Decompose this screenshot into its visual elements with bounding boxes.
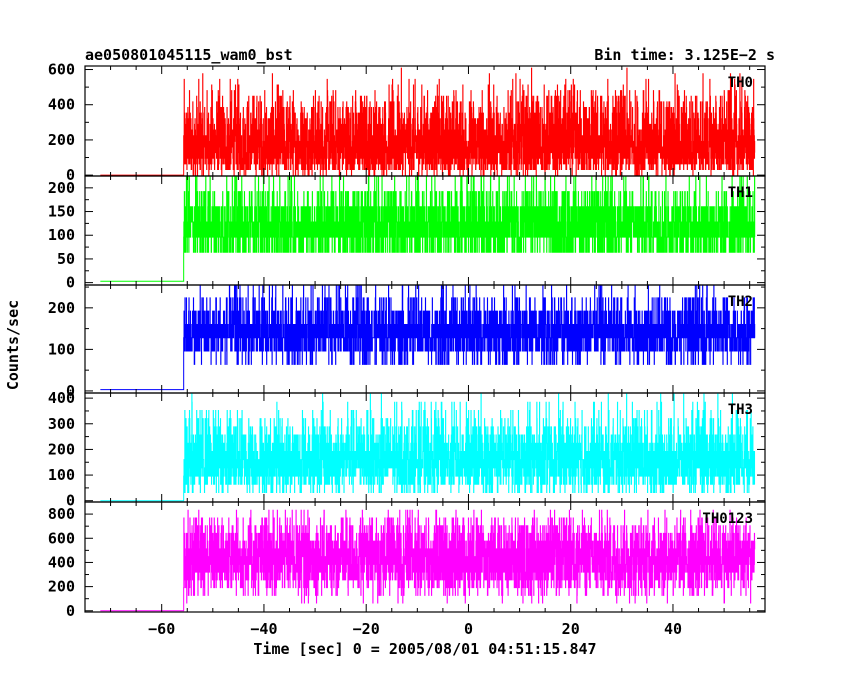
y-tick-label: 600: [48, 61, 75, 79]
chart-title-right: Bin time: 3.125E−2 s: [594, 46, 775, 64]
y-tick-label: 200: [48, 578, 75, 596]
series-label-th2: TH2: [728, 294, 753, 310]
y-tick-label: 100: [48, 340, 75, 358]
series-line-th0123: [100, 509, 756, 612]
series-label-th0123: TH0123: [702, 511, 753, 527]
y-tick-label: 200: [48, 440, 75, 458]
series-line-th3: [100, 393, 756, 502]
y-tick-label: 400: [48, 553, 75, 571]
series-line-th1: [100, 176, 756, 282]
x-tick-label: 40: [664, 620, 682, 638]
y-tick-label: 50: [57, 250, 75, 268]
y-tick-label: 600: [48, 529, 75, 547]
x-tick-label: 20: [562, 620, 580, 638]
y-tick-label: 200: [48, 299, 75, 317]
y-tick-label: 100: [48, 466, 75, 484]
series-line-th2: [100, 285, 756, 391]
y-tick-label: 400: [48, 96, 75, 114]
y-tick-label: 200: [48, 179, 75, 197]
y-tick-label: 0: [66, 274, 75, 292]
x-tick-label: −60: [148, 620, 175, 638]
x-axis-label: Time [sec] 0 = 2005/08/01 04:51:15.847: [253, 640, 596, 658]
panel-th3: 0 100 200 300 400 TH3: [48, 389, 766, 510]
series-label-th0: TH0: [728, 75, 753, 91]
series-label-th1: TH1: [728, 185, 753, 201]
y-tick-label: 0: [66, 492, 75, 510]
y-tick-label: 0: [66, 382, 75, 400]
y-tick-label: 300: [48, 415, 75, 433]
y-tick-label: 0: [66, 166, 75, 184]
y-tick-label: 400: [48, 389, 75, 407]
y-tick-label: 800: [48, 505, 75, 523]
panel-th0: 0 200 400 600 TH0: [48, 61, 766, 184]
chart-title-left: ae050801045115_wam0_bst: [85, 46, 293, 64]
y-axis-label: Counts/sec: [4, 300, 22, 390]
x-tick-label: −20: [353, 620, 380, 638]
panel-th2: 0 100 200 TH2: [48, 284, 766, 400]
panel-th1: 0 50 100 150 200 TH1: [48, 175, 766, 292]
y-tick-label: 100: [48, 226, 75, 244]
x-axis: −60 −40 −20 0 20 40: [148, 620, 682, 638]
x-tick-label: 0: [464, 620, 473, 638]
panel-frame: [84, 501, 766, 613]
x-tick-label: −40: [250, 620, 277, 638]
series-label-th3: TH3: [728, 402, 753, 418]
y-tick-label: 200: [48, 131, 75, 149]
panel-th0123: 0 200 400 600 800 TH0123: [48, 501, 766, 620]
y-tick-label: 0: [66, 602, 75, 620]
series-line-th0: [100, 67, 756, 176]
y-tick-label: 150: [48, 203, 75, 221]
